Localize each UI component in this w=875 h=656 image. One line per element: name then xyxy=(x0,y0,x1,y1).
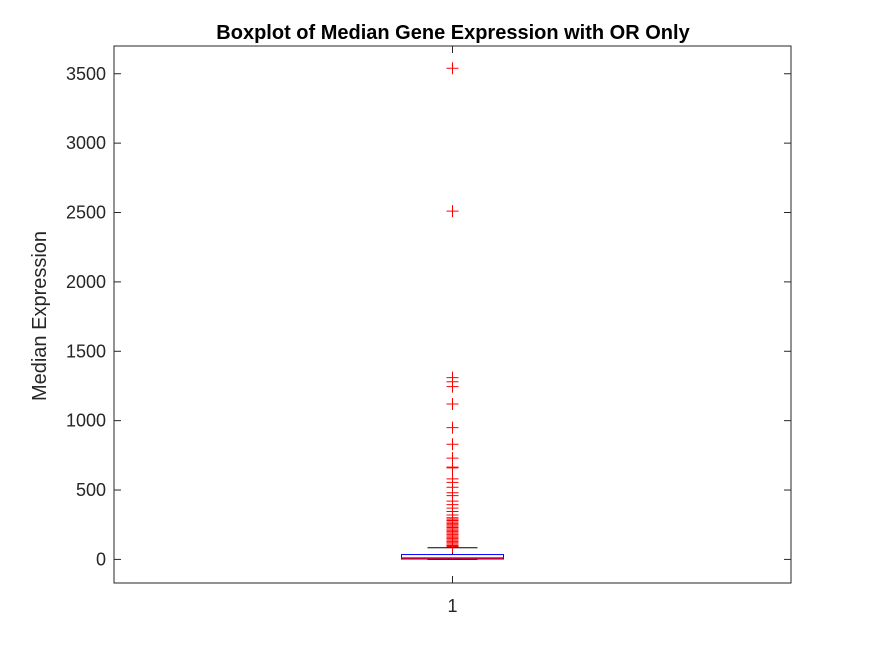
y-tick-label: 3000 xyxy=(66,133,106,153)
outlier-point xyxy=(446,62,459,75)
x-tick-label: 1 xyxy=(447,596,457,616)
outlier-point xyxy=(446,438,459,451)
y-axis-label: Median Expression xyxy=(29,231,51,401)
chart-title: Boxplot of Median Gene Expression with O… xyxy=(216,22,690,44)
outlier-point xyxy=(446,205,459,218)
y-tick-label: 500 xyxy=(76,480,106,500)
y-tick-label: 1000 xyxy=(66,411,106,431)
y-tick-label: 2000 xyxy=(66,272,106,292)
outlier-point xyxy=(446,380,459,393)
outlier-point xyxy=(446,461,459,474)
plot-area: 0 500 1000 1500 2000 2500 3000 3500 1 xyxy=(66,45,792,616)
y-tick-label: 3500 xyxy=(66,64,106,84)
box-iqr xyxy=(401,554,504,560)
y-tick-label: 0 xyxy=(96,549,106,569)
outlier-point xyxy=(446,398,459,410)
y-tick-label: 1500 xyxy=(66,341,106,361)
outlier-point xyxy=(446,540,459,553)
outlier-point xyxy=(446,421,459,434)
y-tick-label: 2500 xyxy=(66,203,106,223)
